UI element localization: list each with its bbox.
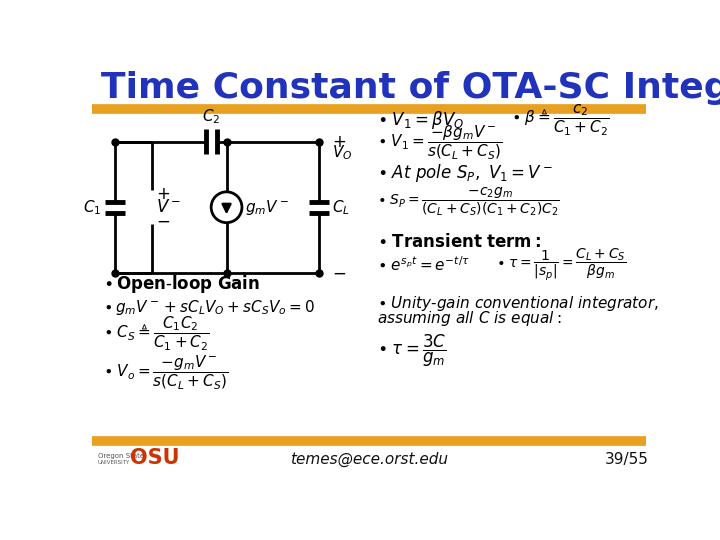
Text: UNIVERSITY: UNIVERSITY [98, 460, 130, 464]
Text: $V_O$: $V_O$ [332, 143, 352, 162]
Text: +: + [156, 185, 171, 203]
Text: $\bullet\;\mathit{At\ pole\ }S_P,\ V_1{=}V^-$: $\bullet\;\mathit{At\ pole\ }S_P,\ V_1{=… [377, 161, 553, 184]
Text: $V^-$: $V^-$ [156, 198, 182, 216]
Text: $\bullet\;S_P = \dfrac{-c_2 g_m}{(C_L+C_S)(C_1+C_2)C_2}$: $\bullet\;S_P = \dfrac{-c_2 g_m}{(C_L+C_… [377, 185, 559, 218]
Text: $\bullet\;\beta \triangleq \dfrac{c_2}{C_1+C_2}$: $\bullet\;\beta \triangleq \dfrac{c_2}{C… [511, 103, 610, 138]
Text: $C_L$: $C_L$ [332, 198, 350, 217]
Text: $\bullet\;\tau = \dfrac{3C}{g_m}$: $\bullet\;\tau = \dfrac{3C}{g_m}$ [377, 333, 446, 369]
Text: $\bullet\;V_1 = \dfrac{-\beta g_m V^-}{s(C_L+C_S)}$: $\bullet\;V_1 = \dfrac{-\beta g_m V^-}{s… [377, 124, 503, 163]
Text: +: + [332, 133, 346, 151]
Text: $C_2$: $C_2$ [202, 107, 220, 126]
Text: Oregon State: Oregon State [98, 453, 144, 459]
Text: $\bullet\;\mathit{Unity\text{-}gain\ conventional\ integrator,}$: $\bullet\;\mathit{Unity\text{-}gain\ con… [377, 294, 659, 313]
Text: $\bullet\;e^{s_p t} = e^{-t/\tau}$: $\bullet\;e^{s_p t} = e^{-t/\tau}$ [377, 255, 469, 274]
Text: $-$: $-$ [156, 211, 171, 230]
Text: $\bullet\;\tau = \dfrac{1}{|s_p|} = \dfrac{C_L+C_S}{\beta g_m}$: $\bullet\;\tau = \dfrac{1}{|s_p|} = \dfr… [496, 247, 626, 283]
Text: $\bullet\;V_o = \dfrac{-g_m V^-}{s(C_L+C_S)}$: $\bullet\;V_o = \dfrac{-g_m V^-}{s(C_L+C… [104, 354, 229, 392]
Text: $\bullet\,\mathit{\mathbf{Open\text{-}loop\ Gain}}$: $\bullet\,\mathit{\mathbf{Open\text{-}lo… [104, 273, 261, 295]
Text: $\bullet\;C_S \triangleq \dfrac{C_1 C_2}{C_1+C_2}$: $\bullet\;C_S \triangleq \dfrac{C_1 C_2}… [104, 315, 210, 353]
Text: Time Constant of OTA-SC Integrator: Time Constant of OTA-SC Integrator [101, 71, 720, 105]
Text: $\mathit{assuming\ all\ C\ is\ equal:}$: $\mathit{assuming\ all\ C\ is\ equal:}$ [377, 309, 561, 328]
Text: $\bullet\,g_m V^- + sC_L V_O + sC_S V_o = 0$: $\bullet\,g_m V^- + sC_L V_O + sC_S V_o … [104, 298, 315, 317]
Text: OSU: OSU [130, 448, 180, 468]
Text: 39/55: 39/55 [605, 453, 649, 467]
Text: $C_1$: $C_1$ [83, 198, 101, 217]
Text: $-$: $-$ [332, 264, 346, 282]
Text: $g_m V^-$: $g_m V^-$ [245, 198, 289, 217]
Text: $\bullet\;\mathit{\mathbf{Transient\ term:}}$: $\bullet\;\mathit{\mathbf{Transient\ ter… [377, 233, 541, 251]
Text: $\bullet\;V_1 = \beta V_O$: $\bullet\;V_1 = \beta V_O$ [377, 109, 464, 131]
Text: temes@ece.orst.edu: temes@ece.orst.edu [290, 452, 448, 468]
